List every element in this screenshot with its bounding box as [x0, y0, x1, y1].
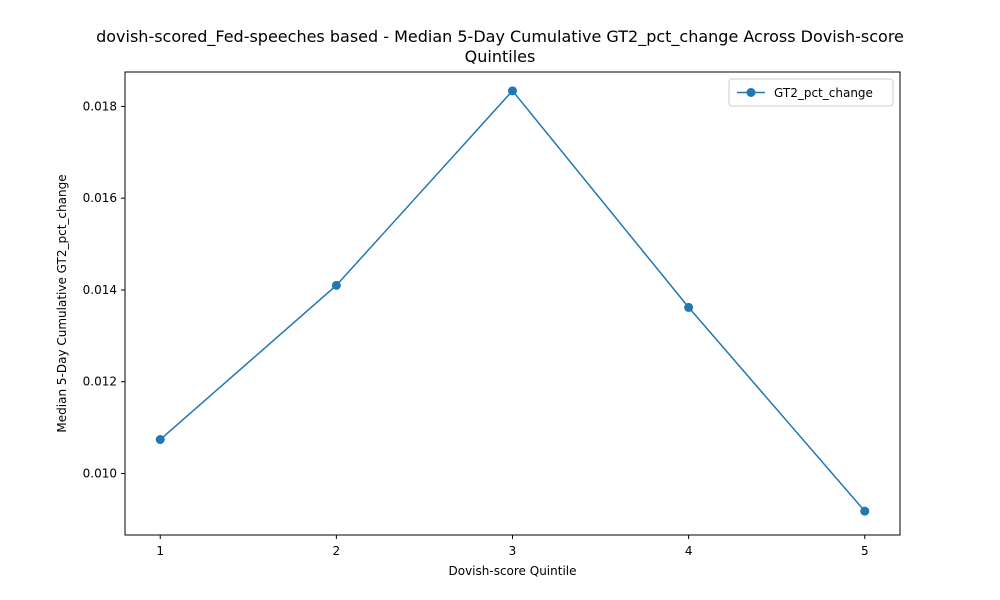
y-tick-label: 0.010: [83, 467, 117, 481]
series-layer: [155, 86, 870, 516]
x-tick-label: 4: [685, 544, 693, 558]
legend-marker-swatch: [746, 88, 756, 97]
data-point: [331, 280, 341, 290]
y-axis-label: Median 5-Day Cumulative GT2_pct_change: [55, 174, 69, 432]
data-point: [155, 435, 165, 445]
x-axis-label: Dovish-score Quintile: [448, 564, 576, 578]
plot-frame: [124, 71, 901, 536]
y-axis-ticks: 0.010 0.012 0.014 0.016 0.018: [83, 99, 125, 481]
y-tick-label: 0.012: [83, 375, 117, 389]
data-point: [508, 86, 517, 96]
data-point: [684, 302, 694, 312]
x-axis-ticks: 1 2 3 4 5: [156, 535, 869, 558]
y-tick-label: 0.016: [83, 191, 117, 205]
series-line: [159, 89, 866, 512]
chart-title: dovish-scored_Fed-speeches based - Media…: [0, 27, 1000, 67]
legend-box: [728, 78, 894, 107]
data-point: [860, 506, 870, 516]
x-tick-label: 3: [509, 544, 517, 558]
y-tick-label: 0.018: [83, 99, 117, 113]
legend: GT2_pct_change: [728, 78, 894, 107]
x-tick-label: 1: [156, 544, 164, 558]
x-tick-label: 2: [333, 544, 341, 558]
chart-title-line-2: Quintiles: [464, 47, 536, 66]
legend-entry-label: GT2_pct_change: [774, 86, 873, 100]
y-tick-label: 0.014: [83, 283, 117, 297]
chart-title-line-1: dovish-scored_Fed-speeches based - Media…: [96, 27, 904, 46]
x-tick-label: 5: [861, 544, 869, 558]
